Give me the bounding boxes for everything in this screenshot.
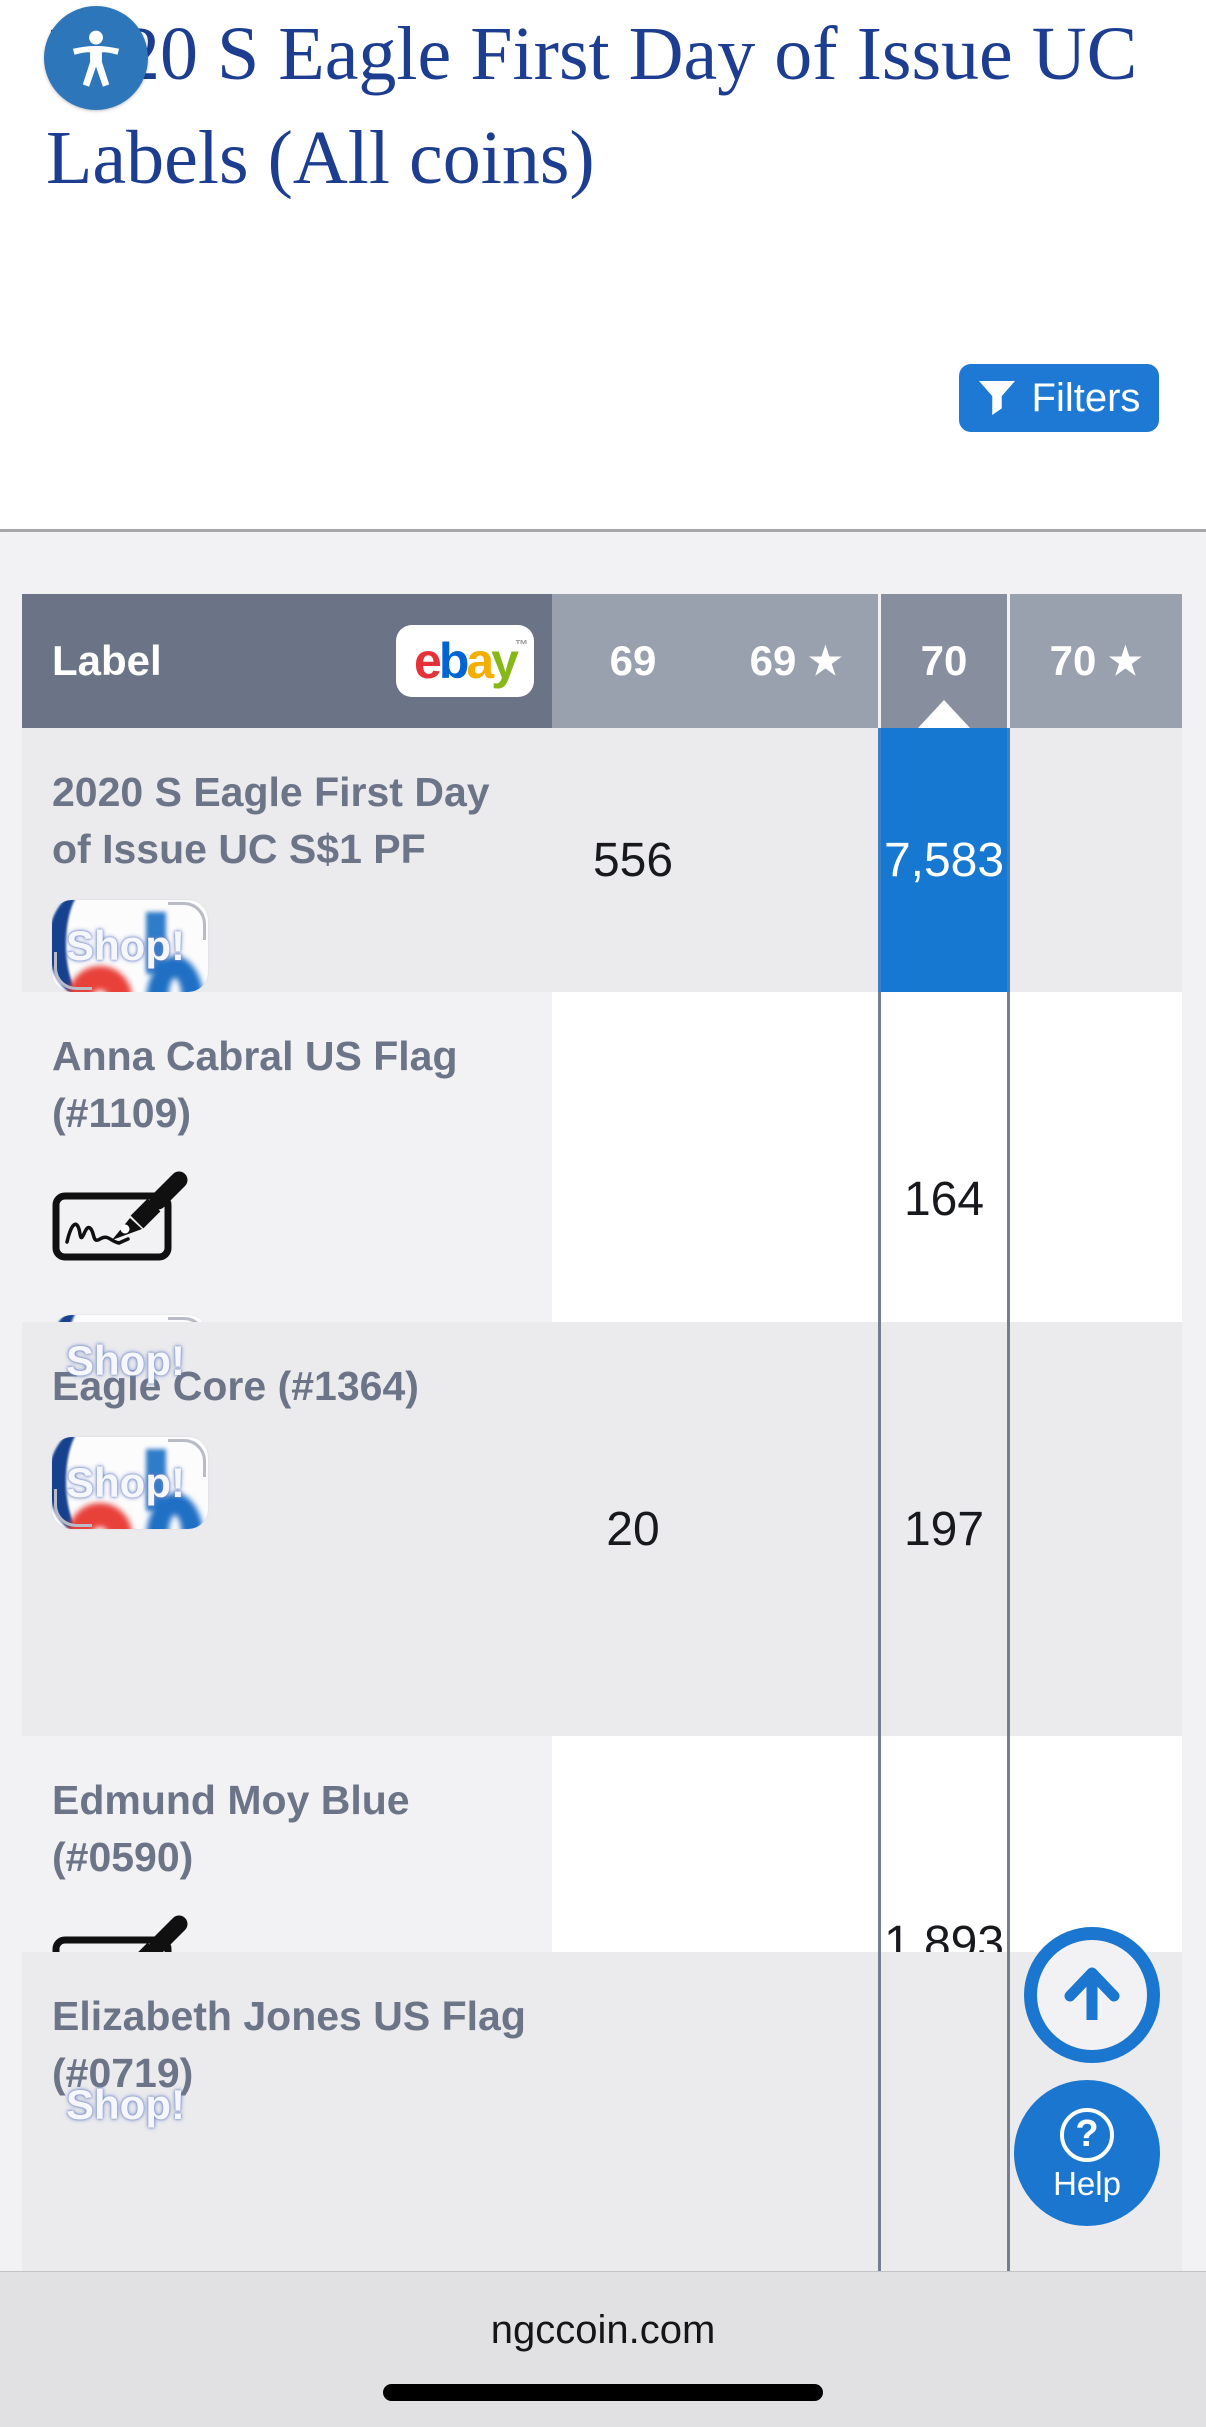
table-row: Anna Cabral US Flag (#1109) Shop! 164 bbox=[22, 992, 1182, 1407]
table-row: Edmund Moy Blue (#0590) Shop! 1,893 bbox=[22, 1736, 1182, 2151]
coin-label-link[interactable]: Elizabeth Jones US Flag (#0719) bbox=[52, 1993, 526, 2096]
accessibility-icon bbox=[72, 30, 120, 87]
star-icon: ★ bbox=[1108, 640, 1143, 683]
accessibility-button[interactable] bbox=[44, 6, 148, 110]
filters-label: Filters bbox=[1031, 375, 1141, 420]
url-text[interactable]: ngccoin.com bbox=[490, 2308, 716, 2352]
coin-label-link[interactable]: 2020 S Eagle First Day of Issue UC S$1 P… bbox=[52, 769, 490, 872]
grade-70-star-cell bbox=[1010, 1322, 1182, 1736]
grade-70-star-cell bbox=[1010, 728, 1182, 992]
image-border-fragment bbox=[54, 1489, 92, 1527]
grade-70-cell: 197 bbox=[878, 1322, 1010, 1736]
grade-69-cell: 20 bbox=[552, 1322, 714, 1736]
table-row: 2020 S Eagle First Day of Issue UC S$1 P… bbox=[22, 728, 1182, 992]
column-header-69-star[interactable]: 69 ★ bbox=[714, 594, 878, 728]
arrow-up-icon bbox=[1064, 1967, 1120, 2020]
label-cell: Eagle Core (#1364) Shop! bbox=[22, 1322, 552, 1736]
column-header-70-sorted[interactable]: 70 bbox=[878, 594, 1010, 728]
shop-label: Shop! bbox=[66, 922, 185, 969]
ebay-b-stem-fragment bbox=[146, 1449, 166, 1511]
grade-70-cell bbox=[878, 1952, 1010, 2271]
sort-ascending-indicator bbox=[918, 700, 970, 728]
help-button[interactable]: ? Help bbox=[1014, 2080, 1160, 2226]
coin-label-link[interactable]: Edmund Moy Blue (#0590) bbox=[52, 1777, 410, 1880]
filters-button[interactable]: Filters bbox=[959, 364, 1159, 432]
ebay-trademark: ™ bbox=[515, 637, 528, 652]
section-divider bbox=[0, 529, 1206, 532]
column-header-70-star[interactable]: 70 ★ bbox=[1010, 594, 1182, 728]
image-border-fragment bbox=[168, 1439, 206, 1477]
grade-69-cell: 556 bbox=[552, 728, 714, 992]
table-row: Elizabeth Jones US Flag (#0719) bbox=[22, 1952, 1182, 2271]
shop-label: Shop! bbox=[66, 1459, 185, 1506]
grade-69-star-cell bbox=[714, 1322, 878, 1736]
grade-69-star-cell bbox=[714, 1952, 878, 2271]
funnel-icon bbox=[978, 380, 1015, 416]
question-mark-icon: ? bbox=[1060, 2107, 1114, 2162]
grade-69-cell bbox=[552, 1952, 714, 2271]
home-indicator[interactable] bbox=[383, 2384, 823, 2401]
column-header-69[interactable]: 69 bbox=[552, 594, 714, 728]
shop-label: Shop! bbox=[66, 1337, 185, 1384]
label-cell: Elizabeth Jones US Flag (#0719) bbox=[22, 1952, 552, 2271]
shop-label: Shop! bbox=[66, 2081, 185, 2128]
star-icon: ★ bbox=[808, 640, 843, 683]
image-border-fragment bbox=[54, 952, 92, 990]
ebay-shop-button[interactable]: Shop! bbox=[52, 900, 208, 992]
ebay-shop-button[interactable]: Shop! bbox=[52, 1437, 208, 1529]
label-header-text: Label bbox=[52, 637, 162, 684]
ebay-b-stem-fragment bbox=[146, 912, 166, 974]
coin-label-link[interactable]: Anna Cabral US Flag (#1109) bbox=[52, 1033, 458, 1136]
scroll-to-top-button[interactable] bbox=[1024, 1927, 1160, 2063]
browser-bottom-bar: ngccoin.com bbox=[0, 2271, 1206, 2427]
image-border-fragment bbox=[168, 902, 206, 940]
signature-label-icon bbox=[52, 1171, 188, 1261]
coin-label-link[interactable]: Eagle Core (#1364) bbox=[52, 1363, 419, 1409]
grade-70-cell: 7,583 bbox=[878, 728, 1010, 992]
table-body: 2020 S Eagle First Day of Issue UC S$1 P… bbox=[22, 728, 1182, 2271]
page-title: 2020 S Eagle First Day of Issue UC Label… bbox=[46, 12, 1138, 200]
label-cell: 2020 S Eagle First Day of Issue UC S$1 P… bbox=[22, 728, 552, 992]
table-row: Eagle Core (#1364) Shop! 20 197 bbox=[22, 1322, 1182, 1736]
grade-69-star-cell bbox=[714, 728, 878, 992]
help-label: Help bbox=[1053, 2164, 1121, 2202]
